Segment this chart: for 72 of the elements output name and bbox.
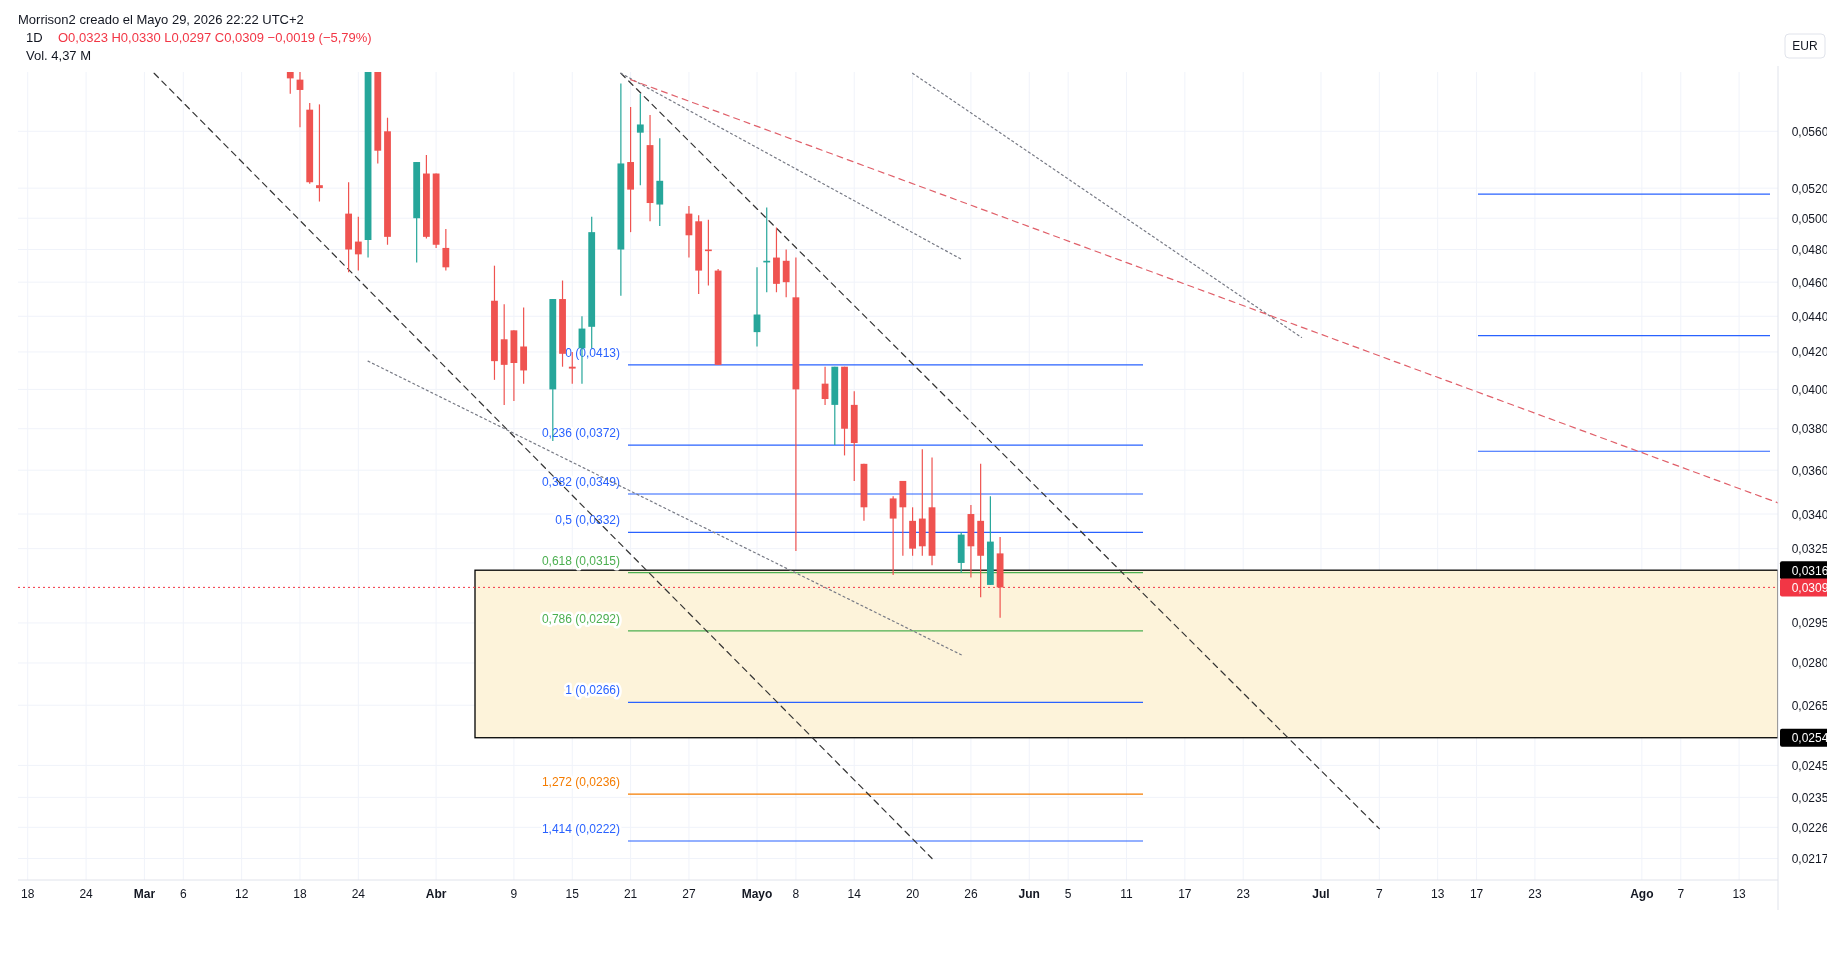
y-tick-label: 0,0245: [1791, 758, 1829, 773]
ref-line-label: 0,382 (0,0349): [541, 475, 620, 489]
x-tick-label: 21: [623, 887, 638, 901]
x-tick-label: 26: [964, 887, 978, 901]
x-tick-label: 7: [1375, 887, 1383, 901]
x-tick-label: Mayo: [741, 887, 773, 901]
y-tick-label: 0,0235: [1791, 790, 1829, 805]
y-tick-label: 0,0217: [1791, 851, 1829, 866]
x-tick-label: 18: [293, 887, 307, 901]
text: Vol. 4,37 M: [26, 48, 92, 63]
x-tick-label: 5: [1064, 887, 1072, 901]
x-tick-label: 18: [21, 887, 35, 901]
x-tick-label: 17: [1178, 887, 1192, 901]
x-tick-label: 6: [179, 887, 187, 901]
x-tick-label: Jun: [1018, 887, 1040, 901]
y-tick-label: 0,0340: [1791, 507, 1829, 522]
y-tick-label: 0,0500: [1791, 211, 1829, 226]
x-tick-label: 13: [1732, 887, 1747, 901]
text: Morrison2 creado el Mayo 29, 2026 22:22 UTC+2: [18, 12, 304, 27]
x-tick-label: Jul: [1312, 887, 1330, 901]
x-tick-label: 23: [1528, 887, 1542, 901]
x-tick-label: 23: [1236, 887, 1251, 901]
y-tick-label: 0,0560: [1791, 124, 1829, 139]
candlestick: [782, 248, 790, 298]
x-tick-label: Ago: [1630, 887, 1654, 901]
candlestick: [520, 307, 528, 385]
y-tick-label: 0,0460: [1791, 275, 1829, 290]
x-tick-label: 11: [1120, 887, 1134, 901]
candlestick: [286, 72, 294, 95]
x-tick-label: 24: [351, 887, 366, 901]
x-tick-label: Mar: [133, 887, 156, 901]
y-tick-label: 0,0480: [1791, 243, 1829, 258]
x-tick-label: Abr: [425, 887, 447, 901]
y-axis-title: EUR: [1792, 39, 1818, 53]
y-tick-label: 0,0316: [1791, 563, 1829, 578]
y-tick-label: 0,0265: [1791, 698, 1829, 713]
x-tick-label: 7: [1677, 887, 1685, 901]
x-tick-label: 13: [1430, 887, 1445, 901]
y-tick-label: 0,0440: [1791, 309, 1829, 324]
y-tick-label: 0,0400: [1791, 382, 1829, 397]
candlestick: [636, 93, 644, 186]
candlestick: [889, 495, 897, 576]
x-tick-label: 24: [79, 887, 94, 901]
y-tick-label: 0,0295: [1791, 616, 1829, 631]
y-tick-label: 0,0325: [1791, 542, 1829, 557]
chart-title: 1D: [26, 30, 43, 45]
y-tick-label: 0,0380: [1791, 422, 1829, 437]
ref-line-label: 1,272 (0,0236): [541, 775, 620, 790]
candlestick: [656, 137, 664, 227]
x-tick-label: 15: [565, 887, 580, 901]
y-tick-label: 0,0520: [1791, 181, 1829, 196]
candlestick: [316, 103, 323, 203]
ref-line-label: 1,414 (0,0222): [541, 822, 620, 837]
x-tick-label: 14: [847, 887, 862, 901]
x-tick-label: 27: [682, 887, 696, 901]
x-tick-label: 20: [905, 887, 920, 901]
y-tick-label: 0,0309: [1791, 580, 1829, 595]
y-tick-label: 0,0360: [1791, 463, 1829, 478]
ref-line-label: 1 (0,0266): [565, 683, 620, 698]
x-tick-label: 17: [1469, 887, 1484, 901]
x-tick-label: 12: [234, 887, 249, 901]
ref-line-label: 0,618 (0,0315): [541, 553, 620, 568]
y-tick-label: 0,0280: [1791, 656, 1829, 671]
y-tick-label: 0,0226: [1791, 820, 1829, 835]
candlestick: [354, 216, 362, 272]
chart-subtitle: O0,0323 H0,0330 L0,0297 C0,0309 −0,0019 (−5,79%): [58, 30, 372, 45]
x-tick-label: 8: [792, 887, 800, 901]
ref-line-label: 0,786 (0,0292): [541, 611, 620, 626]
y-tick-label: 0,0420: [1791, 345, 1829, 360]
candlestick: [442, 228, 450, 272]
ref-line-label: 0,5 (0,0332): [555, 513, 620, 528]
x-tick-label: 9: [510, 887, 518, 901]
